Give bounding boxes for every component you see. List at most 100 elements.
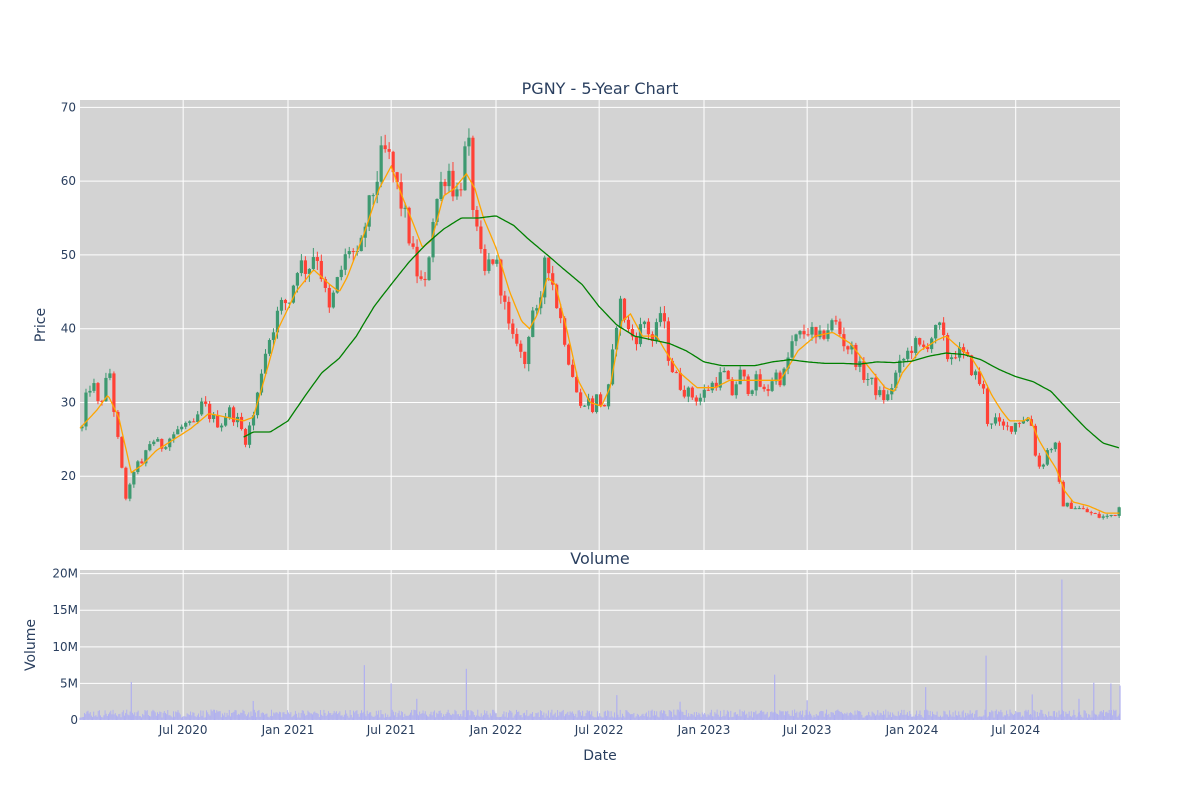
candle-body (367, 195, 371, 227)
candle-body (132, 472, 136, 485)
candle-body (100, 401, 104, 403)
candle-body (295, 273, 300, 286)
candle-body (762, 386, 766, 390)
candle-body (854, 344, 858, 367)
candle-body (212, 414, 216, 419)
candle-body (567, 344, 571, 365)
x-axis-title: Date (583, 748, 616, 764)
candle-body (192, 421, 196, 423)
candle-body (347, 251, 351, 255)
candle-body (327, 287, 331, 308)
x-tick-label: Jul 2020 (158, 723, 208, 737)
candle-body (563, 318, 567, 345)
candle-body (981, 384, 986, 389)
candle-body (391, 151, 395, 173)
candle-body (846, 346, 850, 350)
candle-body (411, 243, 415, 247)
x-tick-label: Jan 2023 (677, 723, 731, 737)
candle-body (339, 269, 343, 278)
candle-body (96, 383, 100, 402)
candle-body (969, 355, 974, 376)
candle-body (104, 377, 108, 402)
candle-body (634, 336, 639, 345)
candle-body (263, 353, 268, 374)
candle-body (319, 260, 323, 280)
candle-body (610, 349, 615, 385)
candle-body (898, 360, 902, 373)
candle-body (590, 398, 595, 413)
candle-body (606, 384, 611, 407)
candle-body (148, 444, 152, 451)
candle-body (467, 137, 471, 147)
candle-body (646, 321, 651, 335)
candle-body (1085, 509, 1089, 513)
candle-body (666, 321, 670, 361)
candle-body (387, 149, 391, 152)
candle-body (1033, 425, 1037, 456)
volume-y-tick-label: 15M (52, 603, 78, 617)
candle-body (1025, 419, 1029, 422)
candle-body (224, 417, 228, 426)
candle-body (431, 221, 435, 258)
candle-body (84, 392, 88, 427)
candle-body (957, 347, 962, 358)
candle-body (910, 350, 914, 353)
candle-body (575, 376, 579, 393)
candle-body (766, 389, 770, 391)
candle-body (112, 373, 116, 412)
candle-body (894, 372, 898, 389)
candle-body (1061, 481, 1065, 507)
candle-body (722, 370, 726, 373)
candle-body (814, 326, 818, 338)
candle-body (886, 394, 890, 401)
candle-body (810, 326, 814, 335)
candle-body (403, 207, 407, 209)
chart-title: PGNY - 5-Year Chart (522, 79, 679, 98)
candle-body (547, 257, 551, 274)
candle-body (587, 398, 591, 406)
candle-body (770, 381, 774, 391)
candle-body (359, 237, 363, 252)
candle-body (594, 394, 599, 413)
candle-body (231, 407, 236, 423)
candle-body (750, 390, 754, 395)
candle-body (774, 372, 778, 382)
candle-body (890, 388, 894, 395)
candle-body (335, 277, 339, 293)
candle-body (989, 423, 994, 425)
candle-body (315, 257, 319, 261)
candle-body (543, 257, 547, 298)
candle-body (618, 298, 623, 328)
candle-body (1037, 455, 1041, 467)
candle-body (160, 438, 164, 449)
candle-body (443, 181, 447, 187)
price-y-tick-label: 50 (61, 248, 76, 262)
candle-body (818, 330, 822, 338)
candle-body (746, 376, 750, 395)
candle-body (806, 334, 810, 336)
candle-body (451, 170, 455, 197)
candle-body (602, 404, 607, 407)
price-panel: 20 30 40 50 60 70 PGNY - 5-Year Chart Price (33, 79, 1121, 550)
candle-body (1057, 442, 1061, 482)
candle-body (882, 390, 886, 401)
candle-body (88, 390, 92, 393)
candle-body (80, 426, 84, 429)
candle-body (128, 484, 132, 499)
candle-body (997, 417, 1002, 422)
candle-body (638, 324, 643, 345)
x-tick-label: Jan 2021 (261, 723, 315, 737)
candle-body (1045, 450, 1049, 465)
candle-body (156, 438, 160, 442)
candle-body (259, 373, 264, 393)
candle-body (790, 341, 794, 358)
candle-body (778, 372, 782, 386)
candle-body (136, 461, 140, 473)
candle-body (140, 461, 144, 464)
candle-body (279, 299, 284, 311)
candle-body (906, 350, 910, 359)
candle-body (902, 358, 906, 361)
candle-body (710, 382, 714, 391)
candle-body (802, 331, 806, 335)
candle-body (243, 429, 248, 445)
